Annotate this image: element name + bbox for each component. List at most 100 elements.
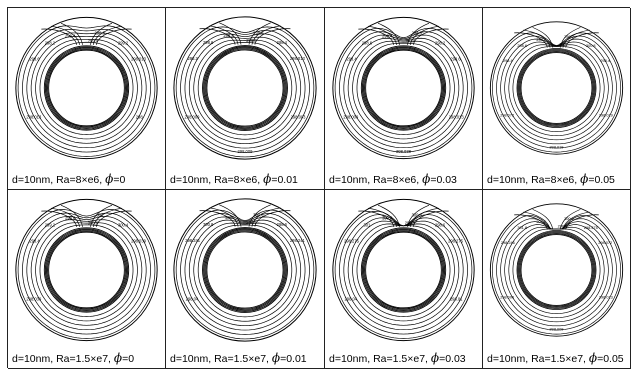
- contour-line: [334, 210, 473, 339]
- inner-cylinder: [518, 232, 595, 308]
- plume-line: [377, 204, 400, 227]
- inner-cylinder: [516, 230, 597, 310]
- inner-cylinder: [203, 228, 287, 312]
- contour-label: 298.009: [550, 328, 564, 332]
- contour-svg: 300 300.8 300.6 299.6 298.6 298.241 298.241 298…: [173, 198, 317, 342]
- contour-label: 298.072: [500, 113, 514, 117]
- contour-label: 300.4: [412, 213, 423, 218]
- inner-cylinder: [44, 228, 129, 312]
- plume-line: [410, 207, 439, 227]
- caption-phi: =0: [113, 174, 126, 186]
- contour-label: 299.2: [45, 222, 56, 227]
- contour-label: 298.072: [598, 241, 612, 245]
- phi-symbol: ϕ: [588, 351, 598, 365]
- outer-boundary: [173, 198, 317, 342]
- phi-symbol: ϕ: [580, 172, 589, 186]
- contour-line: [496, 35, 617, 149]
- inner-cylinder: [518, 50, 595, 126]
- plume-line: [90, 204, 113, 227]
- inner-cylinder: [48, 49, 125, 127]
- contour-plot: 300.6 301 300.4 299.8 298.6 298.275 298.275 298…: [325, 190, 482, 350]
- plume-line: [532, 27, 554, 48]
- contour-label: 300.4: [405, 38, 416, 43]
- panel-1: 298.4 298.2 298.8 299.4 299.2 298.6 298.013 298…: [8, 8, 166, 190]
- outer-boundary: [489, 21, 624, 155]
- plume-line: [60, 22, 83, 45]
- plume-line: [51, 207, 80, 227]
- outer-boundary: [15, 16, 158, 160]
- inner-cylinder: [363, 47, 444, 129]
- contour-label: 298.6: [65, 216, 76, 221]
- contour-label: 300: [225, 215, 233, 220]
- contour-svg: 300.6 301 300.4 299.8 298.6 298.275 298.275 298…: [332, 198, 475, 342]
- contour-line: [184, 216, 306, 331]
- contour-svg: 298.6 299.2 300 300.8 300.4 298.4 298.039 298.0…: [15, 198, 158, 342]
- inner-cylinder: [204, 47, 286, 129]
- caption-main: d=10nm, Ra=8×e6,: [329, 174, 420, 186]
- contour-line: [492, 215, 621, 335]
- plume-line: [562, 29, 590, 48]
- contour-svg: 298.4 298.2 298.8 299.4 299.2 298.6 298.013 298…: [15, 16, 158, 160]
- contour-label: 298.6: [203, 40, 214, 45]
- contour-label: 298.475: [584, 226, 598, 230]
- contour-line: [188, 36, 302, 145]
- caption-phi: =0.05: [597, 353, 624, 365]
- plume-line: [514, 32, 548, 48]
- contour-label: 298.019: [550, 146, 564, 150]
- contour-line: [184, 33, 306, 149]
- inner-cylinder: [203, 46, 287, 130]
- inner-cylinder: [519, 233, 594, 307]
- contour-line: [334, 27, 473, 157]
- inner-cylinder: [46, 47, 127, 129]
- outer-boundary: [15, 198, 158, 342]
- contour-svg: 298.4 298.6 299.2 300 300.8 298.4 298.4 298.072…: [489, 21, 624, 155]
- panel-caption: d=10nm, Ra=8×e6, ϕ=0.05: [487, 172, 615, 186]
- contour-line: [26, 216, 147, 331]
- contour-label: 298.4: [223, 33, 234, 38]
- inner-cylinder: [47, 230, 126, 310]
- plume-line: [93, 25, 122, 45]
- contour-line: [356, 225, 451, 317]
- contour-label: 298.4: [600, 59, 610, 63]
- contour-label: 298.275: [344, 238, 360, 243]
- contour-label: 298.2: [187, 56, 198, 61]
- contour-label: 298.241: [185, 238, 201, 243]
- contour-line: [35, 222, 138, 322]
- caption-main: d=10nm, Ra=1.5×e7,: [170, 353, 269, 365]
- contour-label: 298.013: [449, 114, 465, 119]
- inner-cylinder: [205, 48, 285, 128]
- phi-symbol: ϕ: [105, 172, 114, 186]
- inner-cylinder: [520, 52, 593, 124]
- plume-line: [248, 22, 271, 45]
- caption-phi: =0: [122, 353, 135, 365]
- contour-line: [17, 209, 156, 339]
- plume-line: [199, 28, 236, 45]
- contour-label: 298.01: [450, 296, 463, 301]
- outer-boundary: [332, 16, 475, 160]
- caption-main: d=10nm, Ra=1.5×e7,: [487, 353, 586, 365]
- outer-boundary: [173, 16, 317, 160]
- contour-line: [504, 41, 609, 141]
- contour-label: 298.039: [26, 296, 42, 301]
- inner-cylinder: [202, 45, 288, 131]
- inner-cylinder: [361, 228, 446, 312]
- contour-line: [512, 46, 601, 132]
- contour-line: [39, 224, 134, 317]
- contour-label: 298.013: [26, 114, 42, 119]
- caption-main: d=10nm, Ra=8×e6,: [487, 174, 578, 186]
- outer-boundary: [332, 198, 475, 342]
- contour-label: 300.6: [564, 217, 574, 221]
- plume-line: [199, 210, 236, 227]
- panel-caption: d=10nm, Ra=1.5×e7, ϕ=0.01: [170, 351, 307, 365]
- contour-label: 300: [96, 213, 104, 218]
- contour-line: [352, 223, 455, 322]
- inner-cylinder: [43, 45, 130, 131]
- contour-label: 300.6: [382, 216, 393, 221]
- panel-3: 298.4 298.6 298.8 300.4 298.2 298.4 298.6 298.0…: [325, 8, 483, 190]
- contour-label: 298.003: [291, 115, 307, 120]
- contour-label: 298.8: [253, 30, 264, 35]
- contour-plot: 298.4 298.6 298.8 299.8 298.4 298.2 298.013 298…: [166, 8, 324, 168]
- contour-line: [504, 224, 609, 323]
- contour-plot: 301.5 301.8 300.6 298.6 298.475 298.246 298.07…: [483, 190, 630, 350]
- contour-label: 298.038: [396, 149, 412, 154]
